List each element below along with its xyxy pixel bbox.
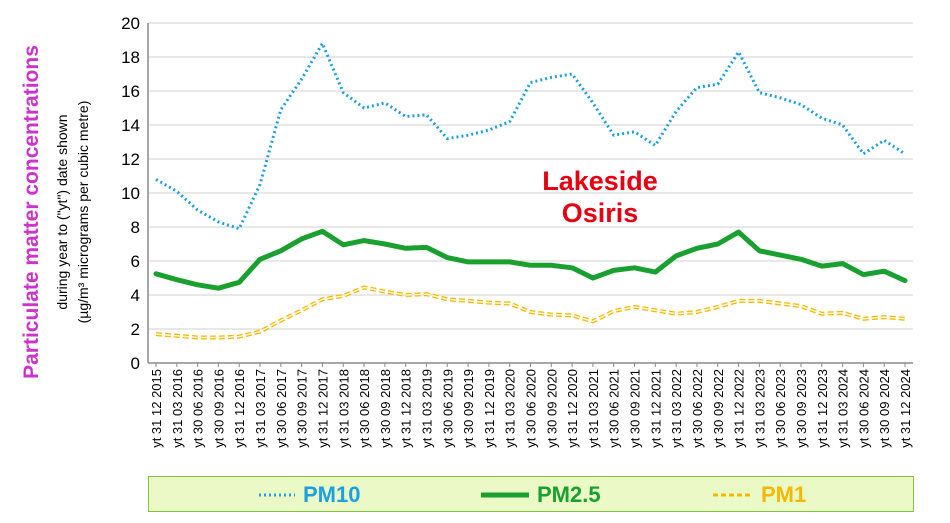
legend-label-pm25: PM2.5 xyxy=(537,482,601,507)
series-line-pm10 xyxy=(155,41,906,231)
legend-swatch-pm10 xyxy=(259,493,295,497)
x-tick-label: yt 30 06 2020 xyxy=(524,369,539,448)
series-lines xyxy=(153,41,908,340)
x-tick-label: yt 31 03 2016 xyxy=(170,369,185,448)
x-tick-label: yt 31 12 2016 xyxy=(232,369,247,448)
y-tick-label: 8 xyxy=(131,218,140,237)
legend-item-pm10: PM10 xyxy=(257,477,360,513)
x-tick-label: yt 30 09 2016 xyxy=(211,369,226,448)
x-tick-label: yt 31 12 2022 xyxy=(732,369,747,448)
y-tick-label: 18 xyxy=(121,48,140,67)
x-tick-label: yt 31 03 2023 xyxy=(752,369,767,448)
y-tick-label: 4 xyxy=(131,286,140,305)
x-tick-label: yt 31 12 2023 xyxy=(815,369,830,448)
y-tick-label: 16 xyxy=(121,82,140,101)
x-tick-label: yt 30 09 2018 xyxy=(378,369,393,448)
y-tick-label: 20 xyxy=(121,14,140,33)
y-tick-label: 10 xyxy=(121,184,140,203)
y-tick-label: 0 xyxy=(131,354,140,373)
x-tick-label: yt 31 03 2017 xyxy=(253,369,268,448)
y-tick-label: 6 xyxy=(131,252,140,271)
x-tick-label: yt 31 12 2020 xyxy=(565,369,580,448)
legend-item-pm1: PM1 xyxy=(711,477,806,513)
x-tick-label: yt 30 09 2021 xyxy=(628,369,643,448)
y-tick-labels: 0 2 4 6 8 10 12 14 16 18 20 xyxy=(121,14,140,373)
x-tick-label: yt 31 03 2024 xyxy=(836,369,851,448)
y-tick-label: 12 xyxy=(121,150,140,169)
x-tick-label: yt 30 09 2022 xyxy=(711,369,726,448)
series-line-pm25 xyxy=(153,228,908,291)
x-tick-label: yt 31 12 2024 xyxy=(898,369,913,448)
x-tick-label: yt 30 06 2021 xyxy=(607,369,622,448)
annotation-line-2: Osiris xyxy=(561,198,639,228)
x-tick-label: yt 30 06 2023 xyxy=(773,369,788,448)
legend-label-pm10: PM10 xyxy=(303,482,361,507)
x-tick-label: yt 31 03 2018 xyxy=(336,369,351,448)
legend-swatch-pm25 xyxy=(481,492,529,498)
x-tick-labels: yt 31 12 2015 yt 31 03 2016 yt 30 06 2016 y… xyxy=(149,363,913,448)
x-tick-label: yt 31 03 2022 xyxy=(669,369,684,448)
x-tick-label: yt 31 12 2021 xyxy=(648,369,663,448)
site-annotation: Lakeside Osiris xyxy=(510,165,690,229)
x-tick-label: yt 30 06 2017 xyxy=(274,369,289,448)
y-tick-label: 14 xyxy=(121,116,140,135)
x-tick-label: yt 30 06 2019 xyxy=(440,369,455,448)
x-tick-label: yt 30 06 2024 xyxy=(856,369,871,448)
y-axis-subtitle-2: (µg/m³ micrograms per cubic metre) xyxy=(75,101,91,324)
x-tick-label: yt 30 09 2017 xyxy=(295,369,310,448)
legend-label-pm1: PM1 xyxy=(761,482,807,507)
y-axis-subtitle-1: during year to ("yt") date shown xyxy=(54,114,70,309)
x-tick-label: yt 30 06 2016 xyxy=(191,369,206,448)
x-tick-label: yt 30 09 2020 xyxy=(544,369,559,448)
x-tick-label: yt 31 12 2015 xyxy=(149,369,164,448)
x-tick-label: yt 30 09 2019 xyxy=(461,369,476,448)
legend-swatch-pm1 xyxy=(713,493,753,497)
x-tick-label: yt 30 09 2024 xyxy=(877,369,892,448)
x-tick-label: yt 30 06 2022 xyxy=(690,369,705,448)
annotation-line-1: Lakeside xyxy=(542,166,658,196)
legend: PM10 PM2.5 PM1 xyxy=(148,476,914,512)
x-tick-label: yt 30 09 2023 xyxy=(794,369,809,448)
gridlines xyxy=(147,22,913,364)
x-tick-label: yt 31 03 2021 xyxy=(586,369,601,448)
y-axis-title: Particulate matter concentrations xyxy=(20,45,43,379)
x-tick-label: yt 31 03 2019 xyxy=(419,369,434,448)
x-tick-label: yt 30 06 2018 xyxy=(357,369,372,448)
x-tick-label: yt 31 03 2020 xyxy=(503,369,518,448)
y-tick-label: 2 xyxy=(131,320,140,339)
x-tick-label: yt 31 12 2018 xyxy=(399,369,414,448)
series-line-pm1 xyxy=(155,286,906,339)
x-tick-label: yt 31 12 2019 xyxy=(482,369,497,448)
x-tick-label: yt 31 12 2017 xyxy=(315,369,330,448)
legend-item-pm25: PM2.5 xyxy=(479,477,601,513)
